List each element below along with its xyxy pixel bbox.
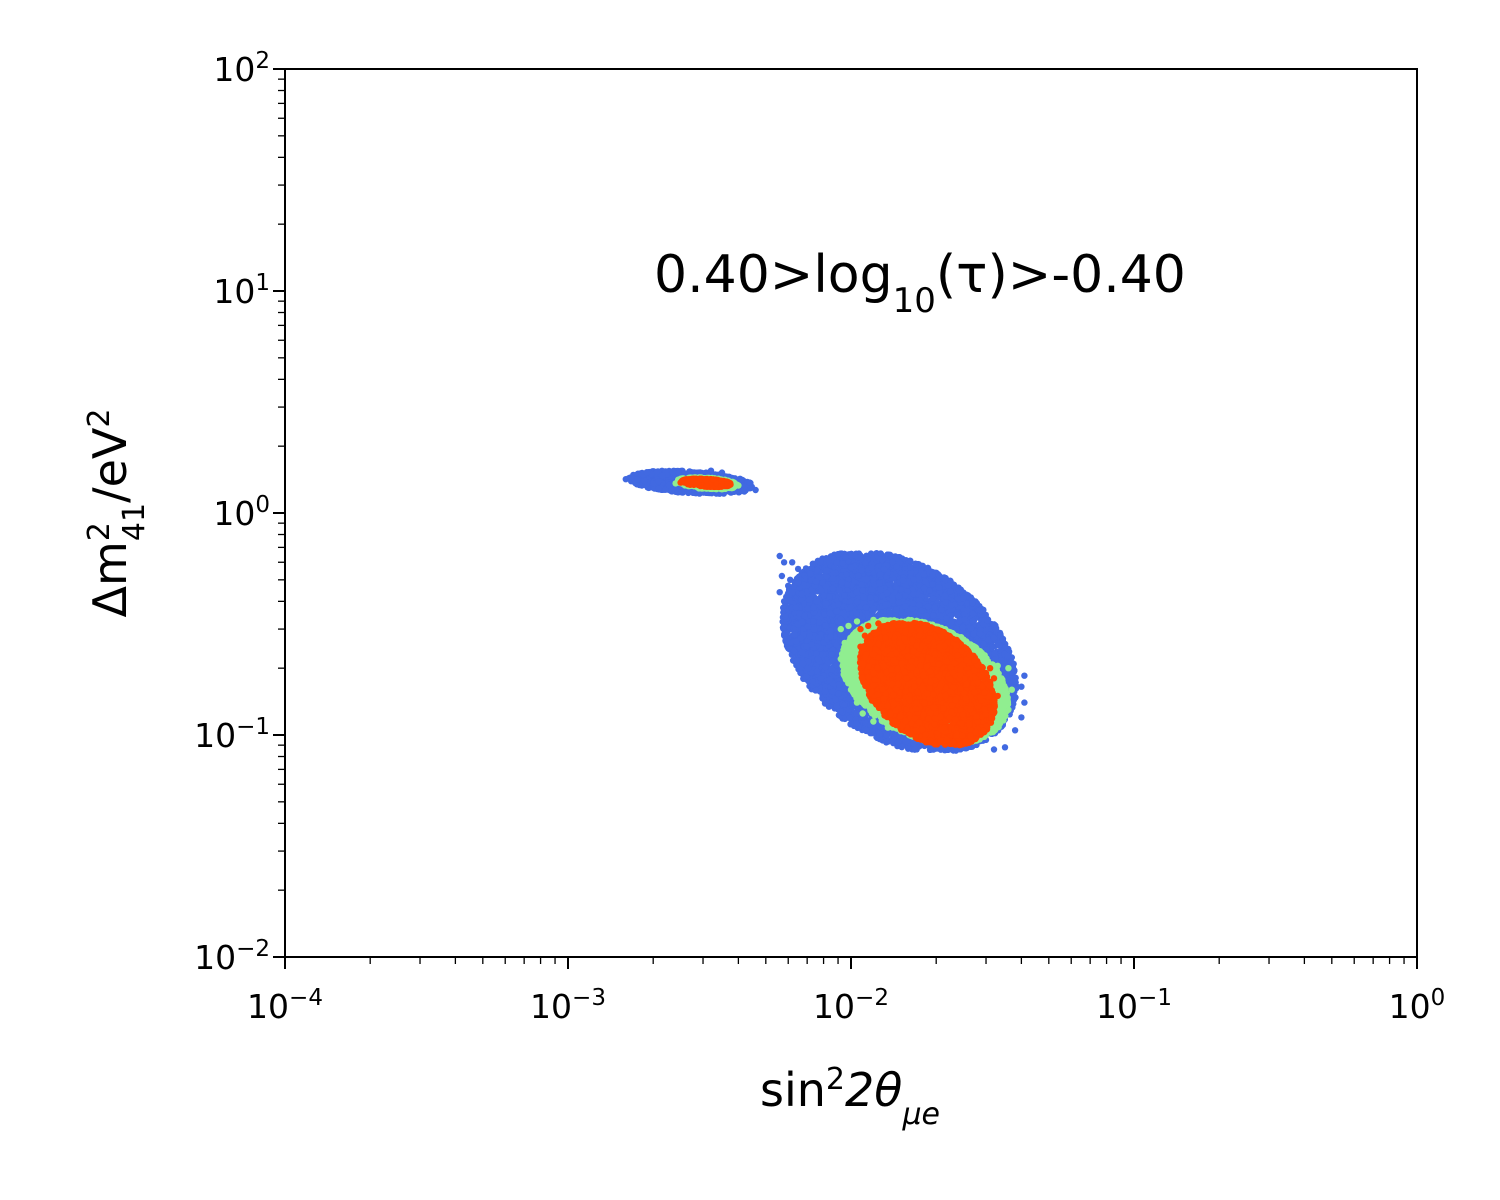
data-point [1011, 727, 1019, 734]
data-point [746, 479, 753, 486]
data-point [678, 489, 685, 496]
data-point [669, 468, 676, 476]
data-point [641, 477, 648, 485]
data-point [778, 572, 786, 580]
data-point [990, 746, 998, 753]
data-point [1021, 672, 1028, 679]
data-point [789, 559, 796, 566]
data-point [776, 589, 783, 596]
data-points [622, 467, 1028, 754]
data-point [634, 476, 641, 483]
data-point [1021, 699, 1028, 706]
data-point [1018, 714, 1025, 721]
data-point [643, 469, 651, 476]
data-point [655, 485, 662, 492]
data-point [794, 565, 802, 573]
data-point [655, 478, 662, 485]
data-point [1018, 683, 1025, 690]
data-point [776, 552, 783, 560]
data-point [1001, 744, 1009, 751]
data-point [665, 481, 673, 489]
data-point [780, 559, 788, 566]
